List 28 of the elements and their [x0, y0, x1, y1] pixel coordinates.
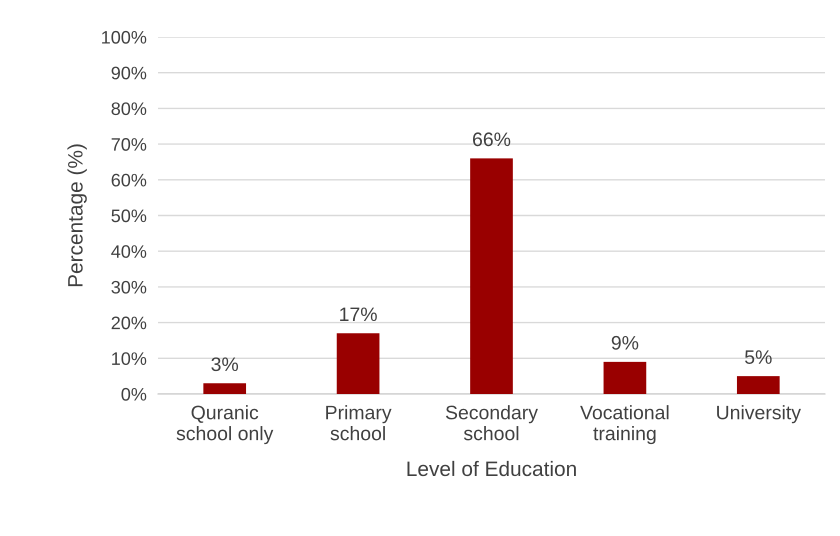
x-tick-label: Vocational training	[580, 405, 668, 444]
y-tick-label: 100%	[102, 30, 146, 44]
bar	[736, 376, 780, 394]
x-tick-label: Secondary school	[446, 405, 538, 440]
data-label: 3%	[211, 357, 238, 372]
bar	[604, 362, 646, 394]
data-label: 66%	[473, 132, 510, 146]
bar	[470, 158, 513, 394]
data-label: 17%	[340, 307, 377, 322]
y-tick-label: 40%	[111, 245, 146, 258]
y-tick-label: 90%	[112, 66, 146, 80]
x-tick-label: Quranic school only	[176, 405, 274, 444]
y-tick-label: 50%	[111, 209, 146, 222]
data-label: 5%	[745, 350, 772, 364]
x-tick-label: Primary school	[326, 405, 392, 440]
y-tick-label: 20%	[112, 316, 146, 330]
y-tick-label: 60%	[112, 174, 146, 187]
y-tick-label: 0%	[122, 388, 146, 401]
y-tick-label: 10%	[112, 352, 146, 366]
y-tick-label: 70%	[112, 138, 146, 151]
bar	[336, 333, 380, 394]
x-tick-label: University	[717, 405, 801, 424]
y-axis-title: Percentage (%)	[67, 144, 87, 286]
y-tick-label: 80%	[112, 102, 146, 116]
y-tick-label: 30%	[111, 280, 146, 294]
x-axis-title: Level of Education	[408, 460, 576, 476]
data-label: 9%	[612, 336, 638, 350]
bar	[203, 383, 246, 394]
